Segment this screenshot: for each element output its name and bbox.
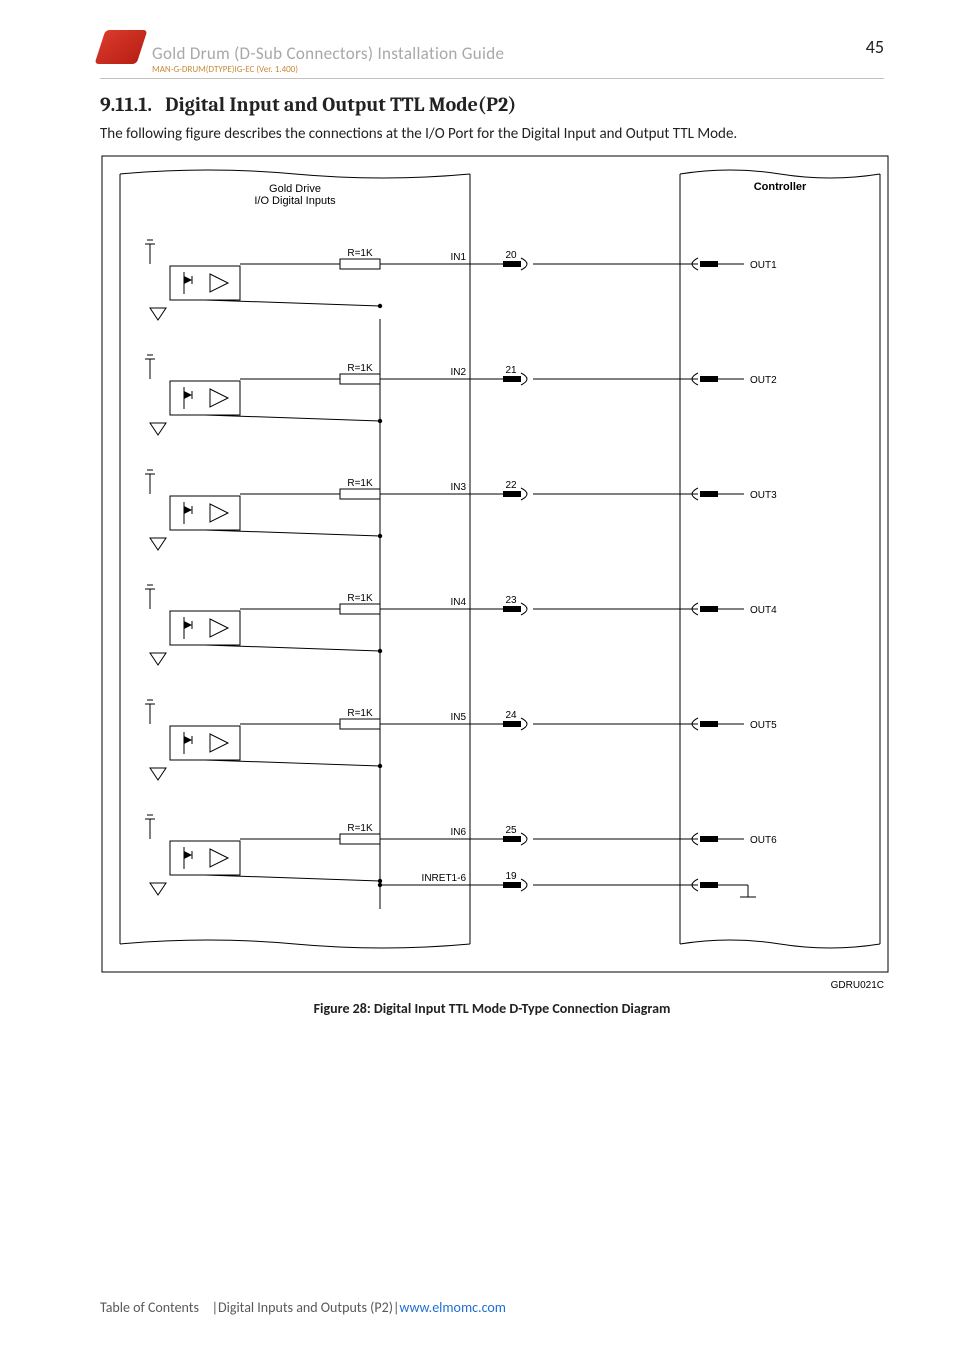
footer-toc: Table of Contents <box>100 1299 199 1316</box>
svg-text:19: 19 <box>505 871 517 882</box>
connection-diagram: Gold DriveI/O Digital Inputs Controller GD… <box>100 154 890 994</box>
svg-text:IN5: IN5 <box>450 712 466 723</box>
svg-text:OUT4: OUT4 <box>750 605 777 616</box>
page-footer: Table of Contents |Digital Inputs and Ou… <box>100 1299 884 1316</box>
section-title: Digital Input and Output TTL Mode(P2) <box>165 93 516 116</box>
svg-text:IN1: IN1 <box>450 252 466 263</box>
svg-text:R=1K: R=1K <box>347 823 373 834</box>
svg-text:IN2: IN2 <box>450 367 466 378</box>
svg-text:IN3: IN3 <box>450 482 466 493</box>
svg-text:OUT6: OUT6 <box>750 835 777 846</box>
figure-caption: Figure 28: Digital Input TTL Mode D-Type… <box>100 1000 884 1017</box>
svg-text:R=1K: R=1K <box>347 363 373 374</box>
svg-text:21: 21 <box>505 365 517 376</box>
svg-text:R=1K: R=1K <box>347 478 373 489</box>
page-header: Gold Drum (D-Sub Connectors) Installatio… <box>100 30 884 64</box>
svg-text:OUT2: OUT2 <box>750 375 777 386</box>
footer-link[interactable]: www.elmomc.com <box>399 1299 506 1316</box>
brand-logo <box>94 30 147 64</box>
figure: Gold DriveI/O Digital Inputs Controller GD… <box>100 154 884 1017</box>
svg-text:25: 25 <box>505 825 517 836</box>
svg-text:Gold Drive: Gold Drive <box>269 183 321 195</box>
page-number: 45 <box>866 36 884 58</box>
svg-text:23: 23 <box>505 595 517 606</box>
section-heading: 9.11.1. Digital Input and Output TTL Mod… <box>100 93 884 116</box>
svg-text:I/O Digital Inputs: I/O Digital Inputs <box>254 195 336 207</box>
section-number: 9.11.1. <box>100 93 152 116</box>
svg-text:22: 22 <box>505 480 517 491</box>
svg-text:GDRU021C: GDRU021C <box>831 980 884 991</box>
intro-paragraph: The following figure describes the conne… <box>100 124 884 144</box>
doc-subtitle: MAN-G-DRUM(DTYPE)IG-EC (Ver. 1.400) <box>152 64 884 75</box>
svg-text:OUT5: OUT5 <box>750 720 777 731</box>
svg-text:OUT1: OUT1 <box>750 260 777 271</box>
svg-text:OUT3: OUT3 <box>750 490 777 501</box>
svg-text:Controller: Controller <box>754 181 807 193</box>
svg-text:24: 24 <box>505 710 517 721</box>
doc-title: Gold Drum (D-Sub Connectors) Installatio… <box>152 43 504 64</box>
svg-text:R=1K: R=1K <box>347 593 373 604</box>
footer-crumb: Digital Inputs and Outputs (P2) <box>218 1299 393 1316</box>
svg-text:IN4: IN4 <box>450 597 466 608</box>
svg-text:INRET1-6: INRET1-6 <box>422 873 467 884</box>
svg-text:R=1K: R=1K <box>347 708 373 719</box>
svg-text:20: 20 <box>505 250 517 261</box>
svg-text:R=1K: R=1K <box>347 248 373 259</box>
svg-text:IN6: IN6 <box>450 827 466 838</box>
header-rule <box>100 78 884 79</box>
